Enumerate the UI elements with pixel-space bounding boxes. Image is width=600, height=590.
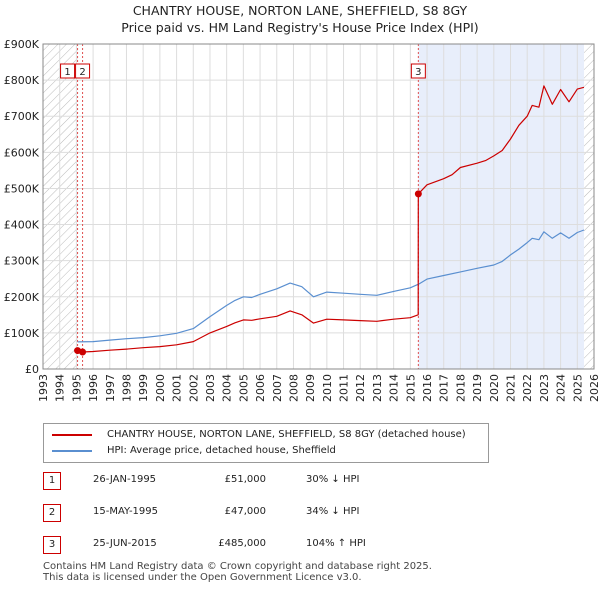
legend-swatch-hpi: [52, 450, 92, 452]
footer-attribution: Contains HM Land Registry data © Crown c…: [43, 561, 432, 583]
sale-row: 2 15-MAY-1995 £47,000 34% ↓ HPI: [43, 504, 463, 524]
sale-3-label: 3: [415, 67, 421, 78]
x-tick-label: 2006: [254, 374, 267, 402]
x-tick-label: 2024: [555, 374, 568, 402]
legend-label-property: CHANTRY HOUSE, NORTON LANE, SHEFFIELD, S…: [107, 429, 466, 440]
hatch-region-after-data: [583, 44, 594, 369]
series-line-hpi: [77, 229, 585, 343]
y-tick-label: £400K: [4, 219, 40, 232]
y-tick-label: £500K: [4, 182, 40, 195]
x-tick-label: 2000: [154, 374, 167, 402]
x-tick-label: 2003: [204, 374, 217, 402]
legend-label-hpi: HPI: Average price, detached house, Shef…: [107, 445, 336, 456]
x-tick-label: 2002: [187, 374, 200, 402]
legend-swatch-property: [52, 434, 92, 436]
sale-number-badge: 1: [43, 472, 61, 490]
x-tick-label: 2017: [438, 374, 451, 402]
sale-2-point: [79, 348, 87, 356]
sale-1-label-box: [60, 63, 76, 79]
x-tick-label: 2025: [571, 374, 584, 402]
sale-hpi-change: 30% ↓ HPI: [306, 474, 360, 485]
x-tick-label: 1993: [37, 374, 50, 402]
sale-2-label-box: [75, 63, 91, 79]
x-tick-label: 2015: [404, 374, 417, 402]
y-tick-label: £0: [25, 363, 39, 376]
y-tick-label: £600K: [4, 146, 40, 159]
x-tick-label: 2022: [521, 374, 534, 402]
sale-2-label: 2: [79, 67, 85, 78]
y-tick-label: £800K: [4, 74, 40, 87]
sale-date: 25-JUN-2015: [93, 538, 157, 549]
x-tick-label: 2019: [471, 374, 484, 402]
x-tick-label: 1995: [70, 374, 83, 402]
series-line-property: [77, 85, 585, 353]
x-tick-label: 2016: [421, 374, 434, 402]
sale-3-label-box: [410, 63, 426, 79]
x-tick-label: 2011: [338, 374, 351, 402]
sale-number-badge: 2: [43, 504, 61, 522]
y-tick-label: £900K: [4, 38, 40, 51]
sale-row: 1 26-JAN-1995 £51,000 30% ↓ HPI: [43, 472, 463, 492]
chart-subtitle: Price paid vs. HM Land Registry's House …: [121, 20, 479, 35]
x-tick-label: 1999: [137, 374, 150, 402]
sale-date: 15-MAY-1995: [93, 506, 159, 517]
chart-legend: CHANTRY HOUSE, NORTON LANE, SHEFFIELD, S…: [43, 423, 489, 463]
x-tick-label: 2012: [354, 374, 367, 402]
x-tick-label: 2008: [287, 374, 300, 402]
x-tick-label: 2021: [505, 374, 518, 402]
x-tick-label: 2010: [321, 374, 334, 402]
x-tick-label: 2005: [237, 374, 250, 402]
x-tick-label: 2014: [388, 374, 401, 402]
sale-number-badge: 3: [43, 536, 61, 554]
y-tick-label: £700K: [4, 110, 40, 123]
x-tick-label: 2007: [271, 374, 284, 402]
x-tick-label: 2026: [588, 374, 600, 402]
x-tick-label: 1997: [104, 374, 117, 402]
sale-hpi-change: 34% ↓ HPI: [306, 506, 360, 517]
chart-title: CHANTRY HOUSE, NORTON LANE, SHEFFIELD, S…: [132, 3, 468, 18]
x-tick-label: 2004: [221, 374, 234, 402]
sale-date: 26-JAN-1995: [93, 474, 157, 485]
x-tick-label: 1996: [87, 374, 100, 402]
sale-row: 3 25-JUN-2015 £485,000 104% ↑ HPI: [43, 536, 463, 556]
sale-1-label: 1: [64, 67, 70, 78]
footer-line-copyright: Contains HM Land Registry data © Crown c…: [43, 561, 432, 572]
sale-hpi-change: 104% ↑ HPI: [306, 538, 366, 549]
y-tick-label: £200K: [4, 291, 40, 304]
chart-title-block: CHANTRY HOUSE, NORTON LANE, SHEFFIELD, S…: [0, 2, 600, 36]
y-tick-label: £300K: [4, 255, 40, 268]
y-tick-label: £100K: [4, 327, 40, 340]
sale-price: £47,000: [224, 506, 266, 517]
sale-3-point: [414, 190, 422, 198]
x-tick-label: 2013: [371, 374, 384, 402]
x-tick-label: 2018: [454, 374, 467, 402]
hatch-region-before-data: [43, 44, 78, 369]
x-tick-label: 2001: [171, 374, 184, 402]
x-tick-label: 2009: [304, 374, 317, 402]
x-tick-label: 1994: [54, 374, 67, 402]
sale-price: £51,000: [224, 474, 266, 485]
footer-line-licence: This data is licensed under the Open Gov…: [43, 572, 362, 583]
sale-price: £485,000: [218, 538, 266, 549]
x-tick-label: 2020: [488, 374, 501, 402]
plot-area-border: [42, 43, 595, 370]
x-tick-label: 2023: [538, 374, 551, 402]
x-tick-label: 1998: [120, 374, 133, 402]
